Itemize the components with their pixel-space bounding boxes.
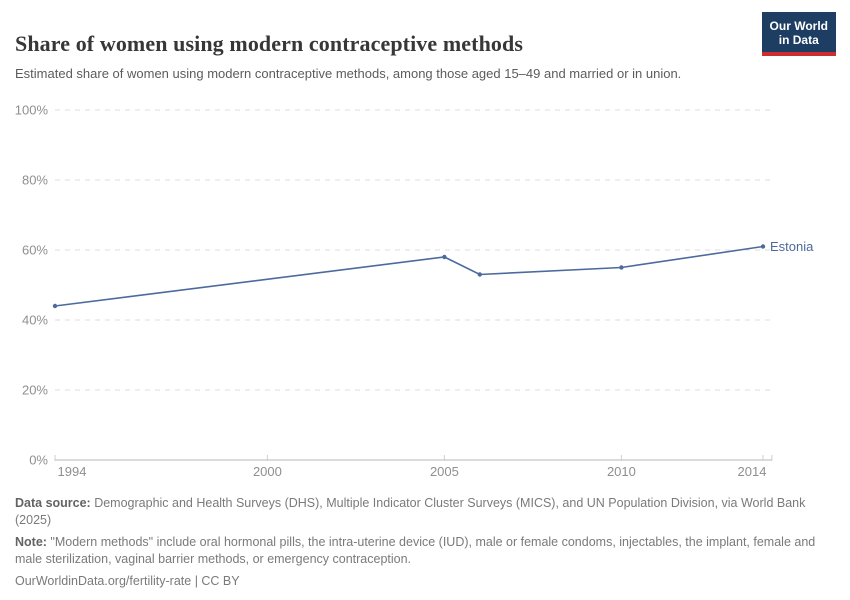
data-source-label: Data source:: [15, 496, 91, 510]
y-tick-label: 100%: [15, 103, 49, 118]
owid-logo-line2: in Data: [778, 33, 819, 47]
owid-logo-line1: Our World: [769, 19, 828, 33]
x-tick-label: 2000: [253, 464, 282, 479]
data-source-line: Data source: Demographic and Health Surv…: [15, 495, 820, 529]
owid-logo[interactable]: Our World in Data: [761, 12, 836, 56]
y-tick-label: 40%: [22, 313, 48, 328]
note-line: Note: "Modern methods" include oral horm…: [15, 534, 820, 568]
data-point[interactable]: [52, 303, 58, 309]
series-end-label: Estonia: [770, 239, 814, 254]
page-subtitle: Estimated share of women using modern co…: [15, 66, 682, 81]
y-tick-label: 20%: [22, 383, 48, 398]
x-tick-label: 2014: [738, 464, 767, 479]
note-text: "Modern methods" include oral hormonal p…: [15, 535, 816, 566]
y-tick-label: 60%: [22, 243, 48, 258]
note-label: Note:: [15, 535, 47, 549]
x-tick-label: 2010: [607, 464, 636, 479]
y-tick-label: 0%: [29, 453, 48, 468]
page-title: Share of women using modern contraceptiv…: [15, 30, 524, 56]
series-line-estonia[interactable]: [54, 245, 764, 307]
data-point[interactable]: [477, 272, 482, 277]
x-tick-label: 1994: [58, 464, 87, 479]
y-tick-label: 80%: [22, 173, 48, 188]
line-chart[interactable]: 0% 20% 40% 60% 80% 100% 1994 2000 2005 2010 2014 Es…: [0, 0, 850, 490]
data-source-text: Demographic and Health Surveys (DHS), Mu…: [15, 496, 806, 527]
x-tick-label: 2005: [430, 464, 459, 479]
license-line[interactable]: OurWorldinData.org/fertility-rate | CC B…: [15, 574, 240, 588]
data-point[interactable]: [442, 254, 447, 260]
chart-footer: Data source: Demographic and Health Surv…: [15, 495, 820, 590]
data-point[interactable]: [760, 244, 766, 249]
data-point[interactable]: [619, 265, 624, 270]
